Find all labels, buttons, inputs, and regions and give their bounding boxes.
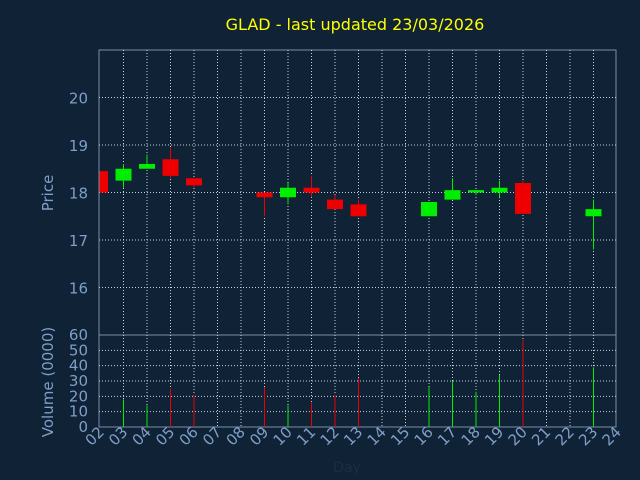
volume-bars: [123, 339, 594, 427]
candle-body: [515, 183, 531, 214]
volume-grid: [99, 335, 616, 427]
x-axis-label: Day: [333, 460, 361, 476]
candle-body: [139, 164, 155, 169]
candle-body: [162, 159, 179, 176]
price-panel: 16 17 18 19 20 Price: [39, 49, 617, 336]
candle-body: [585, 209, 602, 217]
price-y-ticks: 16 17 18 19 20: [69, 90, 88, 298]
price-tick-label: 19: [69, 137, 88, 155]
candle-body: [468, 190, 484, 193]
volume-tick-label: 0: [78, 418, 88, 436]
candle-body: [421, 202, 437, 217]
candle-body: [186, 178, 202, 186]
volume-tick-label: 30: [69, 372, 88, 390]
candle-body: [327, 199, 343, 210]
volume-axis-label: Volume (0000): [39, 327, 57, 437]
volume-tick-label: 60: [69, 326, 88, 344]
candle-body: [256, 192, 273, 198]
candle-body: [115, 168, 132, 181]
price-tick-label: 16: [69, 280, 88, 298]
price-tick-label: 17: [69, 232, 88, 250]
price-grid: [99, 50, 616, 335]
volume-tick-label: 50: [69, 341, 88, 359]
price-tick-label: 20: [69, 90, 88, 108]
day-x-ticks: 0203040506070809101112131415161718192021…: [82, 423, 625, 449]
volume-tick-label: 10: [69, 403, 88, 421]
candle-body: [444, 190, 461, 200]
price-tick-label: 18: [69, 185, 88, 203]
volume-tick-label: 40: [69, 357, 88, 375]
price-axis-label: Price: [39, 175, 57, 212]
chart-title: GLAD - last updated 23/03/2026: [226, 15, 485, 34]
candle-body: [303, 187, 320, 193]
candle-body: [350, 204, 367, 217]
candle-body: [280, 187, 296, 198]
volume-tick-label: 20: [69, 387, 88, 405]
candle-body: [100, 171, 108, 193]
candle-body: [491, 187, 508, 193]
candles: [99, 147, 602, 250]
